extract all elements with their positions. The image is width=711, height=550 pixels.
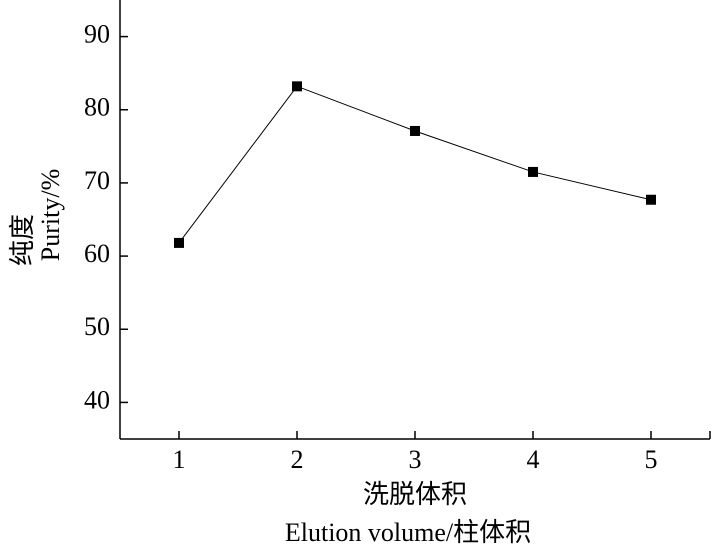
y-label: 纯度 <box>8 214 37 266</box>
y-tick-label: 90 <box>84 20 110 49</box>
y-tick-label: 50 <box>84 312 110 341</box>
x-tick-label: 4 <box>527 445 540 474</box>
line <box>178 85 652 244</box>
marker <box>292 81 302 92</box>
marker <box>174 237 184 248</box>
y-tick-label: 40 <box>84 385 110 414</box>
marker <box>410 125 420 136</box>
marker <box>528 166 538 177</box>
x-tick-label: 3 <box>409 445 422 474</box>
y-tick-label: 70 <box>84 166 110 195</box>
x-label: Elution volume/柱体积 <box>285 518 531 547</box>
y-label: Purity/% <box>36 169 65 261</box>
x-label: 洗脱体积 <box>363 480 467 509</box>
y-tick-label: 80 <box>84 93 110 122</box>
x-tick-label: 5 <box>645 445 658 474</box>
x-tick-label: 2 <box>291 445 304 474</box>
marker <box>646 194 656 205</box>
y-tick-label: 60 <box>84 239 110 268</box>
x-tick-label: 1 <box>173 445 186 474</box>
